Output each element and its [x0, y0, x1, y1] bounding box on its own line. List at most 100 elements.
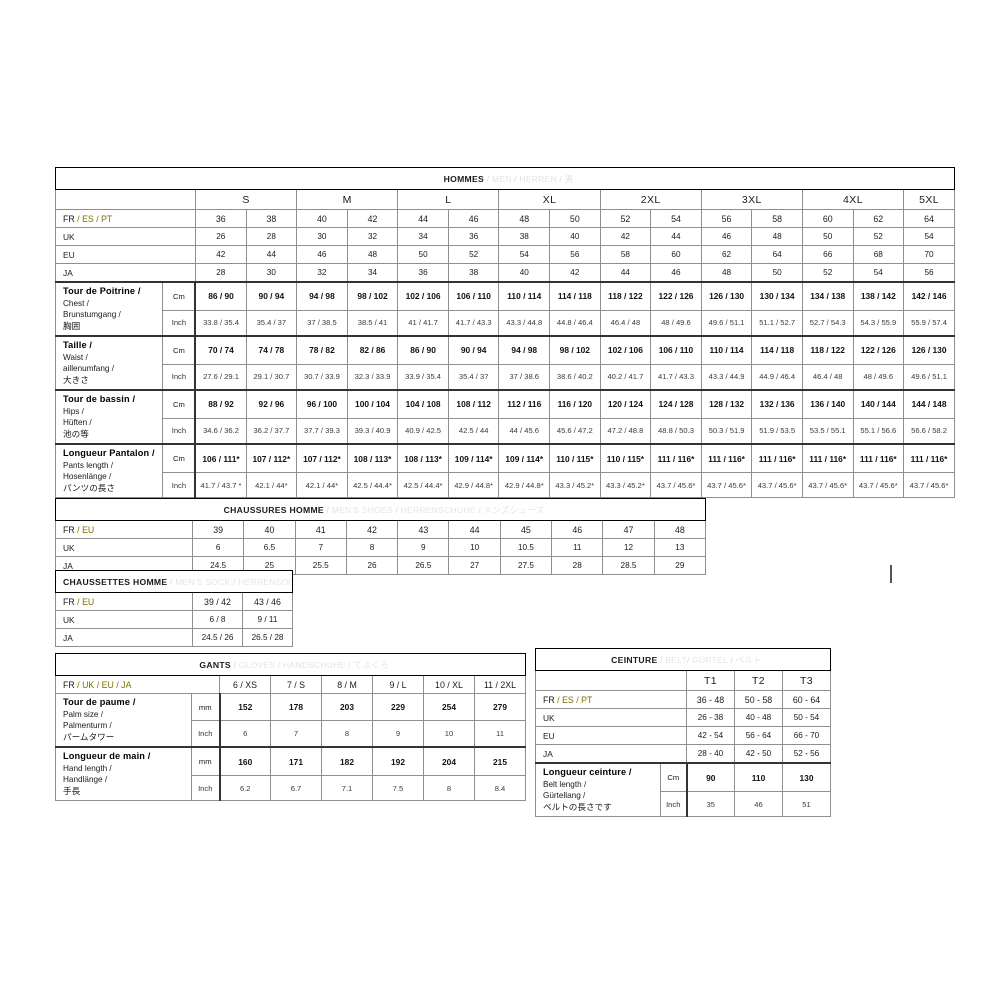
men-cell: 52: [852, 227, 905, 246]
table-row: JA 28 - 40 42 - 50 52 - 56: [535, 744, 832, 764]
gloves-cell: 8: [321, 720, 373, 748]
men-cell: 52: [801, 263, 854, 283]
men-cell: 46: [296, 245, 348, 264]
unit-cm: Cm: [162, 280, 196, 311]
table-row: Inch 35 46 51: [536, 791, 832, 817]
belt-row-label-ja: JA: [535, 744, 687, 764]
men-cell: 49.6 / 51.1: [700, 309, 753, 337]
men-cell: 38.5 / 41: [346, 309, 399, 337]
gloves-banner-fr: GANTS: [199, 659, 231, 670]
men-cell: 52.7 / 54.3: [801, 309, 854, 337]
belt-size-group-t3: T3: [781, 670, 832, 691]
gloves-cell: 9: [372, 720, 424, 748]
gloves-cell: 152: [218, 692, 271, 722]
men-cell: 33.8 / 35.4: [194, 309, 247, 337]
gloves-key-row: FR / UK / EU / JA 6 / XS 7 / S 8 / M 9 /…: [55, 675, 526, 694]
men-cell: 42: [194, 245, 247, 264]
men-cell: 64: [751, 245, 803, 264]
gloves-key-value: 10 / XL: [423, 675, 475, 694]
belt-cell: 46: [734, 791, 783, 817]
belt-size-table: CEINTURE / BELT/ GÜRTEL / ベルト T1 T2 T3 F…: [534, 648, 832, 817]
men-cell: 30: [296, 227, 348, 246]
men-cell: 28: [194, 263, 247, 283]
gloves-measure-label-hand-length: Longueur de main / Hand length / Handlän…: [55, 746, 192, 801]
shoes-cell: 11: [551, 538, 604, 557]
socks-banner-row: CHAUSSETTES HOMME / MEN'S SOCK / HERRENS…: [55, 570, 293, 593]
socks-key-row: FR / EU 39 / 42 43 / 46: [55, 592, 293, 611]
belt-cell: 35: [685, 791, 735, 817]
gloves-cell: 6.2: [218, 775, 271, 801]
men-key-value: 56: [700, 209, 753, 228]
shoes-cell: 10.5: [499, 538, 553, 557]
gloves-cell: 254: [423, 692, 475, 722]
men-key-value: 46: [447, 209, 500, 228]
unit-inch: Inch: [162, 309, 196, 337]
men-key-row-label: FR / ES / PT: [55, 209, 196, 228]
belt-cell: 50 - 54: [781, 708, 832, 727]
men-banner-fr: HOMMES: [443, 173, 485, 184]
men-cell: 41.7 / 43.3: [447, 309, 500, 337]
table-row: Longueur ceinture / Belt length / Gürtel…: [535, 762, 832, 817]
belt-key-value: 60 - 64: [781, 690, 832, 709]
men-cell: 78 / 82: [296, 334, 348, 365]
men-key-value: 52: [599, 209, 652, 228]
men-cell: 109 / 114*: [447, 443, 500, 474]
men-measure-label-pants-length: Longueur Pantalon / Pants length / Hosen…: [54, 443, 164, 498]
men-cell: 43.7 / 45.6*: [650, 472, 702, 498]
men-cell: 100 / 104: [346, 388, 399, 419]
men-cell: 144 / 148: [903, 388, 955, 419]
shoes-key-value: 40: [243, 520, 296, 539]
shoes-row-label-uk: UK: [55, 538, 193, 557]
unit-cm: Cm: [162, 334, 196, 365]
gloves-cell: 7: [270, 720, 322, 748]
belt-cell: 42 - 50: [734, 744, 783, 764]
men-cell: 54: [852, 263, 905, 283]
men-cell: 126 / 130: [700, 280, 753, 311]
gloves-key-value: 8 / M: [321, 675, 373, 694]
table-row: Inch 6.2 6.7 7.1 7.5 8 8.4: [56, 775, 526, 801]
socks-banner-fr: CHAUSSETTES HOMME: [63, 576, 168, 587]
socks-cell: 6 / 8: [192, 610, 243, 629]
table-row: Inch 33.8 / 35.4 35.4 / 37 37 / 38.5 38.…: [56, 309, 955, 337]
men-cell: 111 / 116*: [801, 443, 854, 474]
men-cell: 34: [346, 263, 399, 283]
men-size-group-2xl: 2XL: [599, 189, 702, 210]
shoes-key-value: 45: [499, 520, 553, 539]
men-cell: 48 / 49.6: [650, 309, 702, 337]
men-key-label-rest: / ES / PT: [74, 213, 113, 224]
men-cell: 30: [245, 263, 298, 283]
shoes-cell: 10: [448, 538, 501, 557]
men-cell: 110 / 115*: [549, 443, 601, 474]
men-cell: 40.2 / 41.7: [599, 363, 652, 391]
men-cell: 111 / 116*: [903, 443, 955, 474]
belt-cell: 42 - 54: [686, 726, 735, 745]
men-cell: 51.1 / 52.7: [751, 309, 803, 337]
men-cell: 56: [903, 263, 955, 283]
men-size-group-m: M: [296, 189, 399, 210]
men-cell: 44: [245, 245, 298, 264]
men-cell: 70 / 74: [194, 334, 247, 365]
men-cell: 38.6 / 40.2: [549, 363, 601, 391]
men-cell: 102 / 106: [397, 280, 449, 311]
table-row: UK 6 6.5 7 8 9 10 10.5 11 12 13: [55, 538, 707, 557]
gloves-key-value: 7 / S: [270, 675, 322, 694]
men-key-value: 48: [498, 209, 551, 228]
men-cell: 36: [447, 227, 500, 246]
men-cell: 40: [549, 227, 601, 246]
men-measure-label-chest: Tour de Poitrine / Chest / Brunstumgang …: [54, 281, 164, 337]
men-cell: 68: [852, 245, 905, 264]
gloves-cell: 160: [218, 746, 271, 777]
men-key-value: 54: [650, 209, 702, 228]
men-cell: 107 / 112*: [296, 443, 348, 474]
men-cell: 46.4 / 48: [599, 309, 652, 337]
men-cell: 96 / 100: [296, 388, 348, 419]
men-cell: 92 / 96: [245, 388, 298, 419]
men-cell: 30.7 / 33.9: [296, 363, 348, 391]
men-cell: 33.9 / 35.4: [397, 363, 449, 391]
men-cell: 94 / 98: [498, 334, 551, 365]
men-cell: 108 / 112: [447, 388, 500, 419]
gloves-cell: 10: [423, 720, 475, 748]
men-cell: 39.3 / 40.9: [346, 417, 399, 445]
belt-cell: 56 - 64: [734, 726, 783, 745]
